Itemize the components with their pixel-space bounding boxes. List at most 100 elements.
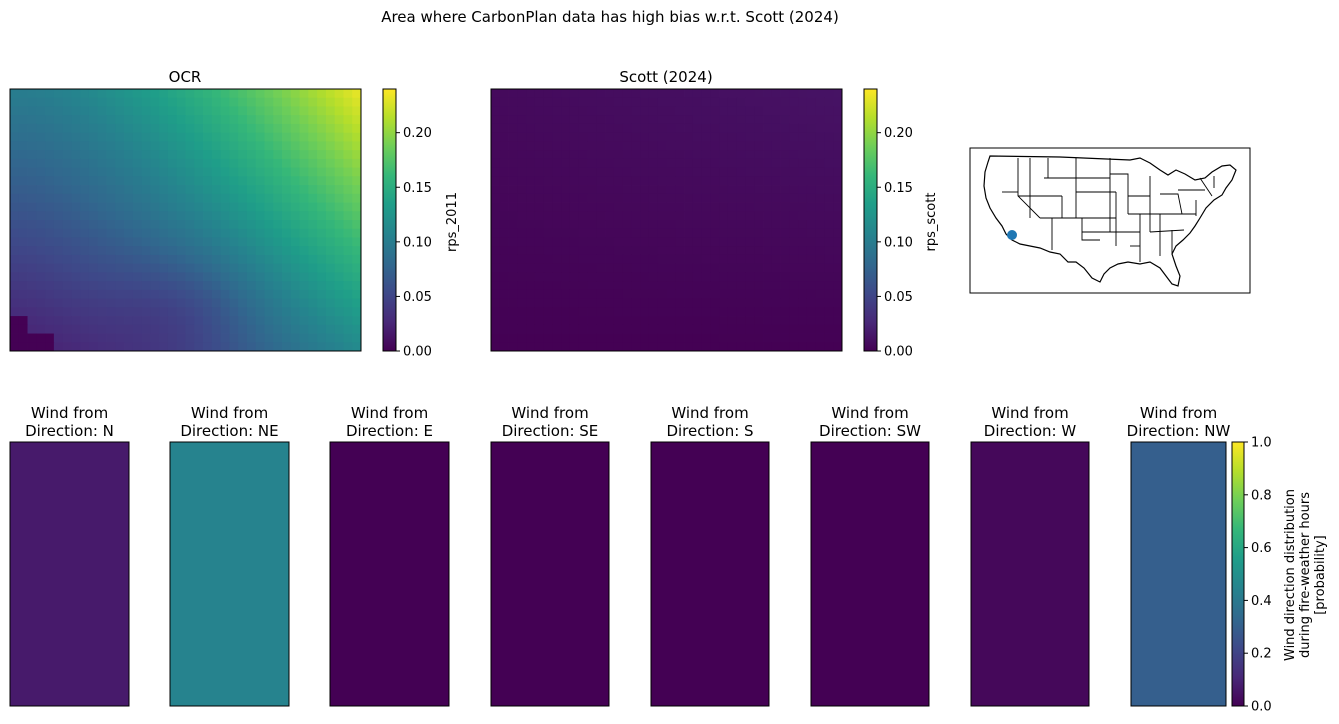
scott-cell [491,97,501,107]
ocr-cell [18,246,28,256]
scott-cell [613,272,624,282]
scott-cell [789,97,799,107]
ocr-cell [132,167,143,177]
ocr-cell [238,228,248,238]
ocr-cell [71,324,81,334]
scott-cell [745,176,755,186]
ocr-cell [115,211,125,221]
scott-cell [605,298,615,308]
ocr-cell [167,123,178,134]
ocr-cell [185,89,195,99]
ocr-cell [53,185,64,195]
scott-cell [719,246,729,256]
ocr-cell [308,167,318,177]
ocr-cell [62,141,72,151]
scott-cell [578,254,588,265]
scott-cell [578,106,588,116]
scott-cell [815,298,825,308]
ocr-cell [334,316,344,326]
ocr-cell [211,324,222,334]
ocr-cell [246,141,257,151]
ocr-cell [352,307,362,317]
ocr-cell [352,289,362,299]
scott-cell [798,254,808,265]
ocr-cell [62,123,72,134]
ocr-cell [141,141,151,151]
ocr-cell [246,342,257,352]
ocr-cell [141,132,151,142]
ocr-cell [308,316,318,326]
scott-cell [719,132,729,142]
ocr-cell [273,272,283,282]
scott-cell [587,202,597,212]
scott-cell [727,106,738,116]
ocr-cell [211,220,222,230]
scott-cell [640,193,650,203]
scott-cell [798,237,808,247]
scott-cell [517,115,527,125]
ocr-cell [106,202,116,212]
scott-cell [631,254,641,265]
scott-cell [613,141,624,151]
scott-cell [596,211,606,221]
ocr-cell [264,342,274,352]
ocr-cell [36,158,46,168]
ocr-cell [343,115,353,125]
scott-cell [605,115,615,125]
ocr-cell [246,202,257,212]
scott-cell [569,254,580,265]
scott-cell [534,220,545,230]
scott-cell [754,324,764,334]
ocr-cell [229,106,239,116]
ocr-cell [299,167,309,177]
ocr-cell [255,106,265,116]
scott-cell [552,324,562,334]
scott-cell [701,263,711,273]
scott-cell [491,176,501,186]
scott-cell [534,97,545,107]
scott-cell [596,272,606,282]
ocr-cell [88,289,99,299]
ocr-cell [176,132,186,142]
ocr-cell [115,150,125,160]
scott-cell [675,97,685,107]
ocr-cell [80,228,90,238]
scott-cell [815,246,825,256]
ocr-cell [150,254,160,265]
ocr-cell [238,141,248,151]
scott-cell [543,220,553,230]
ocr-cell [203,193,213,203]
ocr-cell [36,97,46,107]
scott-cell [631,193,641,203]
scott-cell [798,132,808,142]
ocr-cell [124,193,134,203]
ocr-cell [325,324,336,334]
scott-cell [763,298,773,308]
ocr-cell [264,228,274,238]
scott-cell [631,158,641,168]
scott-cell [771,123,781,134]
scott-cell [736,106,746,116]
scott-cell [605,289,615,299]
ocr-cell [246,176,257,186]
ocr-cell [176,202,186,212]
ocr-cell [317,115,327,125]
ocr-cell [97,115,107,125]
ocr-heatmap [10,89,362,352]
scott-cell [798,324,808,334]
scott-cell [771,89,781,99]
ocr-cell [246,316,257,326]
ocr-cell [317,342,327,352]
scott-cell [675,333,685,343]
scott-cell [771,237,781,247]
scott-cell [587,193,597,203]
ocr-cell [150,115,160,125]
ocr-cell [176,307,186,317]
ocr-cell [273,132,283,142]
scott-cell [806,237,817,247]
scott-cell [578,281,588,291]
scott-cell [666,246,676,256]
ocr-cell [246,185,257,195]
scott-cell [534,211,545,221]
ocr-cell [229,298,239,308]
